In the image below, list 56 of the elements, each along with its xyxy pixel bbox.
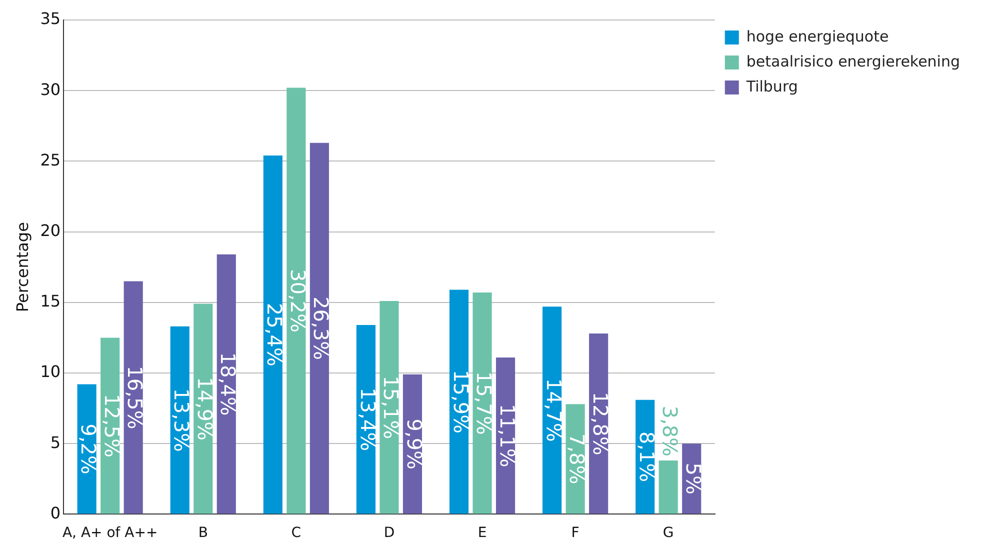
y-tick-label: 35	[40, 9, 61, 28]
data-label: 9,9%	[402, 418, 426, 470]
bar	[380, 300, 399, 514]
bar	[356, 324, 376, 514]
data-label: 8,1%	[634, 431, 659, 482]
data-label: 9,2%	[76, 424, 101, 474]
data-label: 12,5%	[100, 394, 124, 458]
bar	[496, 357, 516, 514]
bar	[124, 281, 143, 514]
bar	[542, 306, 562, 514]
x-tick-label: B	[198, 525, 208, 542]
data-label: 14,9%	[192, 376, 217, 441]
bar	[286, 88, 306, 514]
data-label: 7,8%	[565, 433, 590, 484]
x-tick-label: C	[291, 525, 302, 542]
bar	[589, 333, 608, 514]
data-label: 12,8%	[588, 392, 612, 456]
legend-label: Tilburg	[745, 77, 798, 96]
y-tick-label: 20	[40, 220, 61, 240]
data-label: 26,3%	[309, 296, 334, 360]
data-label: 15,9%	[448, 370, 473, 434]
bar	[658, 460, 678, 514]
data-label: 16,5%	[123, 366, 148, 430]
x-tick-label: A, A+ of A++	[62, 525, 158, 542]
legend-label: betaalrisico energierekening	[746, 52, 960, 70]
data-label: 13,3%	[170, 388, 194, 452]
data-label: 15,1%	[379, 376, 404, 440]
legend-label: hoge energiequote	[746, 27, 889, 46]
y-tick-label: 15	[40, 292, 61, 311]
y-tick-label: 25	[40, 150, 61, 170]
bar	[216, 254, 236, 514]
data-label: 30,2%	[286, 268, 310, 333]
data-label: 11,1%	[495, 404, 520, 468]
bar	[310, 142, 329, 514]
bar	[472, 292, 492, 514]
bar	[263, 156, 282, 514]
y-tick-label: 10	[40, 362, 61, 382]
bar	[194, 304, 213, 514]
data-label: 15,7%	[472, 371, 496, 435]
data-label: 5%	[681, 462, 706, 495]
y-tick-label: 5	[50, 432, 61, 452]
data-label: 13,4%	[356, 388, 380, 452]
bar	[449, 290, 469, 514]
y-axis-title: Percentage	[12, 222, 32, 312]
y-tick-label: 0	[50, 503, 61, 522]
x-tick-label: E	[478, 525, 487, 542]
data-label: 14,7%	[542, 378, 566, 442]
data-label: 3,8%	[658, 406, 682, 457]
bar	[170, 326, 190, 514]
y-tick-label: 30	[40, 80, 61, 99]
data-label: 18,4%	[216, 352, 240, 416]
x-tick-label: D	[384, 525, 395, 542]
x-tick-label: G	[662, 525, 674, 542]
data-label: 25,4%	[262, 302, 287, 366]
x-tick-label: F	[571, 525, 580, 542]
bar	[100, 338, 120, 514]
